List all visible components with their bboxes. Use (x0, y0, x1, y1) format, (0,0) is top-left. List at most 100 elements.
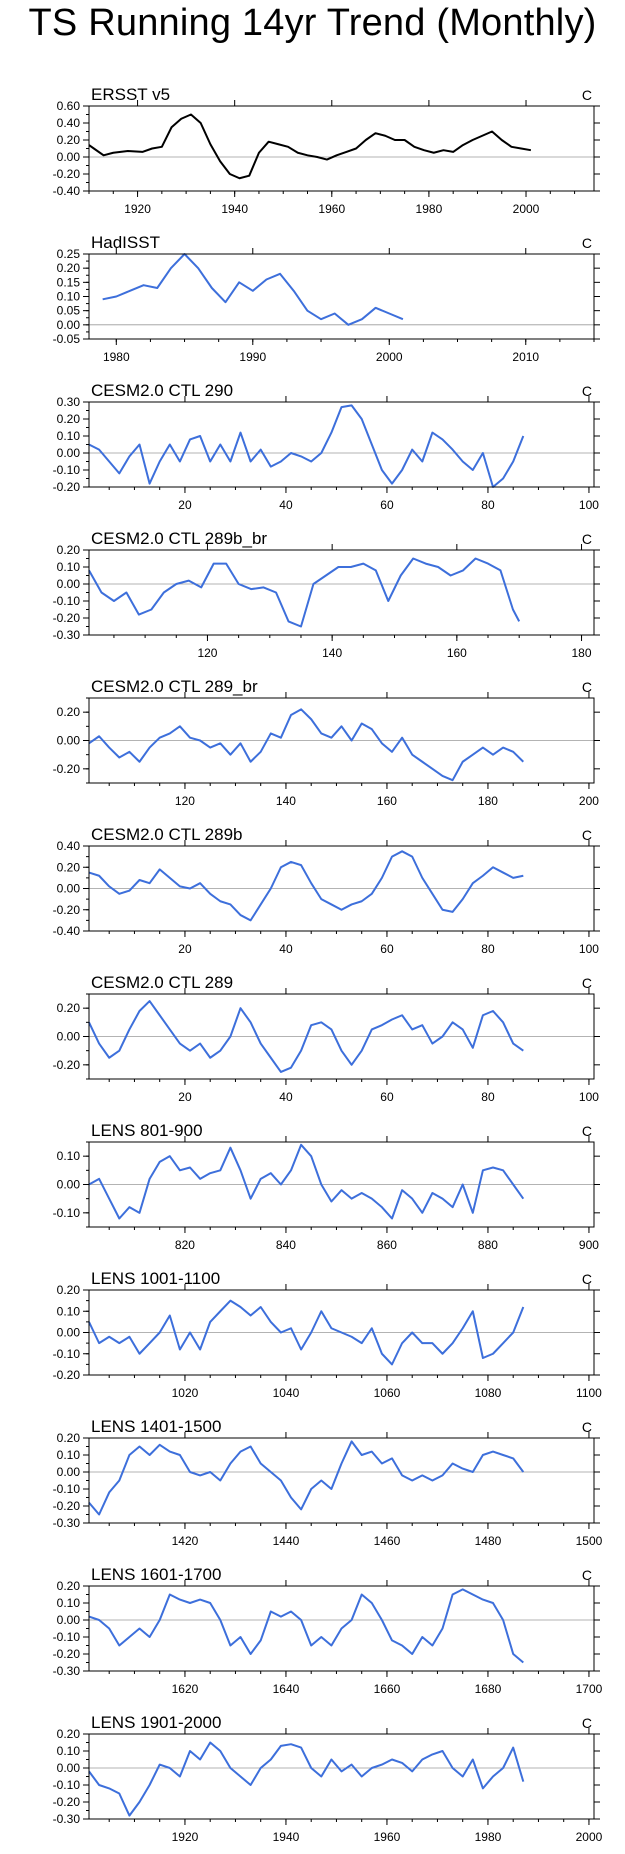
y-tick-label: 0.10 (57, 560, 81, 574)
x-tick-label: 40 (279, 942, 293, 956)
plot-frame (88, 1733, 595, 1820)
y-tick-label: -0.10 (53, 1482, 81, 1496)
series-line (88, 1588, 524, 1664)
series-line (102, 253, 404, 326)
chart-unit: C (582, 1123, 592, 1139)
y-tick-label: 0.00 (57, 1613, 81, 1627)
chart-unit: C (582, 235, 592, 251)
y-tick-label: 0.00 (57, 1178, 81, 1192)
y-tick-label: -0.10 (53, 594, 81, 608)
x-tick-label: 80 (481, 942, 495, 956)
series-line (88, 1299, 525, 1366)
y-tick-label: 0.00 (57, 734, 81, 748)
y-tick-label: -0.20 (53, 167, 81, 181)
y-tick-label: 0.00 (57, 1465, 81, 1479)
plot-frame (88, 549, 595, 636)
y-tick-label: 0.00 (57, 577, 81, 591)
series-line (88, 1000, 524, 1073)
x-tick-label: 1920 (124, 202, 151, 216)
chart-panel: HadISST C -0.050.000.050.100.150.200.25 198… (53, 233, 600, 364)
y-tick-label: 0.10 (57, 429, 81, 443)
y-tick-label: -0.20 (53, 1795, 81, 1809)
y-tick-label: -0.30 (53, 628, 81, 642)
y-tick-label: 0.20 (57, 705, 81, 719)
chart-unit: C (582, 87, 592, 103)
y-tick-label: 0.20 (57, 1283, 81, 1297)
x-tick-label: 900 (579, 1238, 599, 1252)
chart-unit: C (582, 1567, 592, 1583)
x-tick-label: 2000 (576, 1830, 603, 1844)
y-tick-label: 0.20 (57, 133, 81, 147)
y-tick-label: 0.20 (57, 1431, 81, 1445)
x-tick-label: 100 (579, 1090, 599, 1104)
chart-unit: C (582, 1271, 592, 1287)
y-tick-label: 0.00 (57, 150, 81, 164)
y-tick-label: -0.20 (53, 903, 81, 917)
x-tick-label: 1960 (318, 202, 345, 216)
x-tick-label: 20 (178, 1090, 192, 1104)
x-tick-label: 1060 (374, 1386, 401, 1400)
chart-panel: LENS 801-900 C -0.10 0.00 0.10 820 840 860 880 90… (53, 1121, 600, 1252)
y-tick-label: 0.20 (57, 543, 81, 557)
x-tick-label: 820 (175, 1238, 195, 1252)
y-tick-label: -0.10 (53, 1630, 81, 1644)
x-tick-label: 160 (447, 646, 467, 660)
x-tick-label: 20 (178, 498, 192, 512)
chart-unit: C (582, 975, 592, 991)
y-tick-label: 0.40 (57, 116, 81, 130)
y-tick-label: 0.00 (57, 882, 81, 896)
chart-title: ERSST v5 (91, 85, 170, 104)
chart-unit: C (582, 1715, 592, 1731)
x-tick-label: 1920 (172, 1830, 199, 1844)
chart-panel: ERSST v5 C -0.40 -0.20 0.00 0.20 0.40 0.60 1920 1… (53, 85, 600, 216)
x-tick-label: 2000 (513, 202, 540, 216)
y-tick-label: -0.30 (53, 1812, 81, 1826)
y-tick-label: -0.20 (53, 1499, 81, 1513)
x-tick-label: 60 (380, 942, 394, 956)
y-tick-label: 0.40 (57, 839, 81, 853)
x-tick-label: 1080 (475, 1386, 502, 1400)
series-line (88, 404, 525, 488)
series-line (88, 1143, 525, 1220)
chart-title: LENS 1601-1700 (91, 1565, 221, 1584)
x-tick-label: 200 (579, 794, 599, 808)
x-tick-label: 2010 (512, 350, 539, 364)
x-tick-label: 1990 (239, 350, 266, 364)
chart-panel: CESM2.0 CTL 289b C -0.40 -0.20 0.00 0.20 0.40 2… (53, 825, 600, 956)
chart-panel: CESM2.0 CTL 290 C -0.20 -0.10 0.00 0.10 0.20 0.… (53, 381, 600, 512)
chart-title: CESM2.0 CTL 289_br (91, 677, 258, 696)
y-tick-label: 0.10 (57, 290, 81, 304)
chart-title: CESM2.0 CTL 289b (91, 825, 243, 844)
x-tick-label: 120 (175, 794, 195, 808)
x-tick-label: 1040 (273, 1386, 300, 1400)
y-tick-label: -0.20 (53, 1058, 81, 1072)
series-line (88, 557, 521, 628)
chart-title: LENS 1001-1100 (91, 1269, 220, 1288)
figure-title: TS Running 14yr Trend (Monthly) (28, 2, 597, 44)
y-tick-label: -0.05 (53, 332, 81, 346)
y-tick-label: -0.20 (53, 1647, 81, 1661)
chart-title: CESM2.0 CTL 290 (91, 381, 233, 400)
chart-title: HadISST (91, 233, 160, 252)
x-tick-label: 40 (279, 1090, 293, 1104)
y-tick-label: -0.40 (53, 184, 81, 198)
x-tick-label: 1620 (172, 1682, 199, 1696)
plot-frame (88, 253, 595, 340)
x-tick-label: 1960 (374, 1830, 401, 1844)
x-tick-label: 2000 (376, 350, 403, 364)
y-tick-label: -0.40 (53, 924, 81, 938)
x-tick-label: 180 (478, 794, 498, 808)
plot-frame (88, 993, 595, 1080)
y-tick-label: 0.00 (57, 446, 81, 460)
y-tick-label: 0.20 (57, 1579, 81, 1593)
x-tick-label: 1640 (273, 1682, 300, 1696)
chart-title: LENS 1901-2000 (91, 1713, 221, 1732)
y-tick-label: 0.05 (57, 304, 81, 318)
chart-title: LENS 801-900 (91, 1121, 203, 1140)
chart-unit: C (582, 1419, 592, 1435)
chart-unit: C (582, 679, 592, 695)
x-tick-label: 100 (579, 942, 599, 956)
x-tick-label: 1480 (475, 1534, 502, 1548)
y-tick-label: -0.20 (53, 611, 81, 625)
